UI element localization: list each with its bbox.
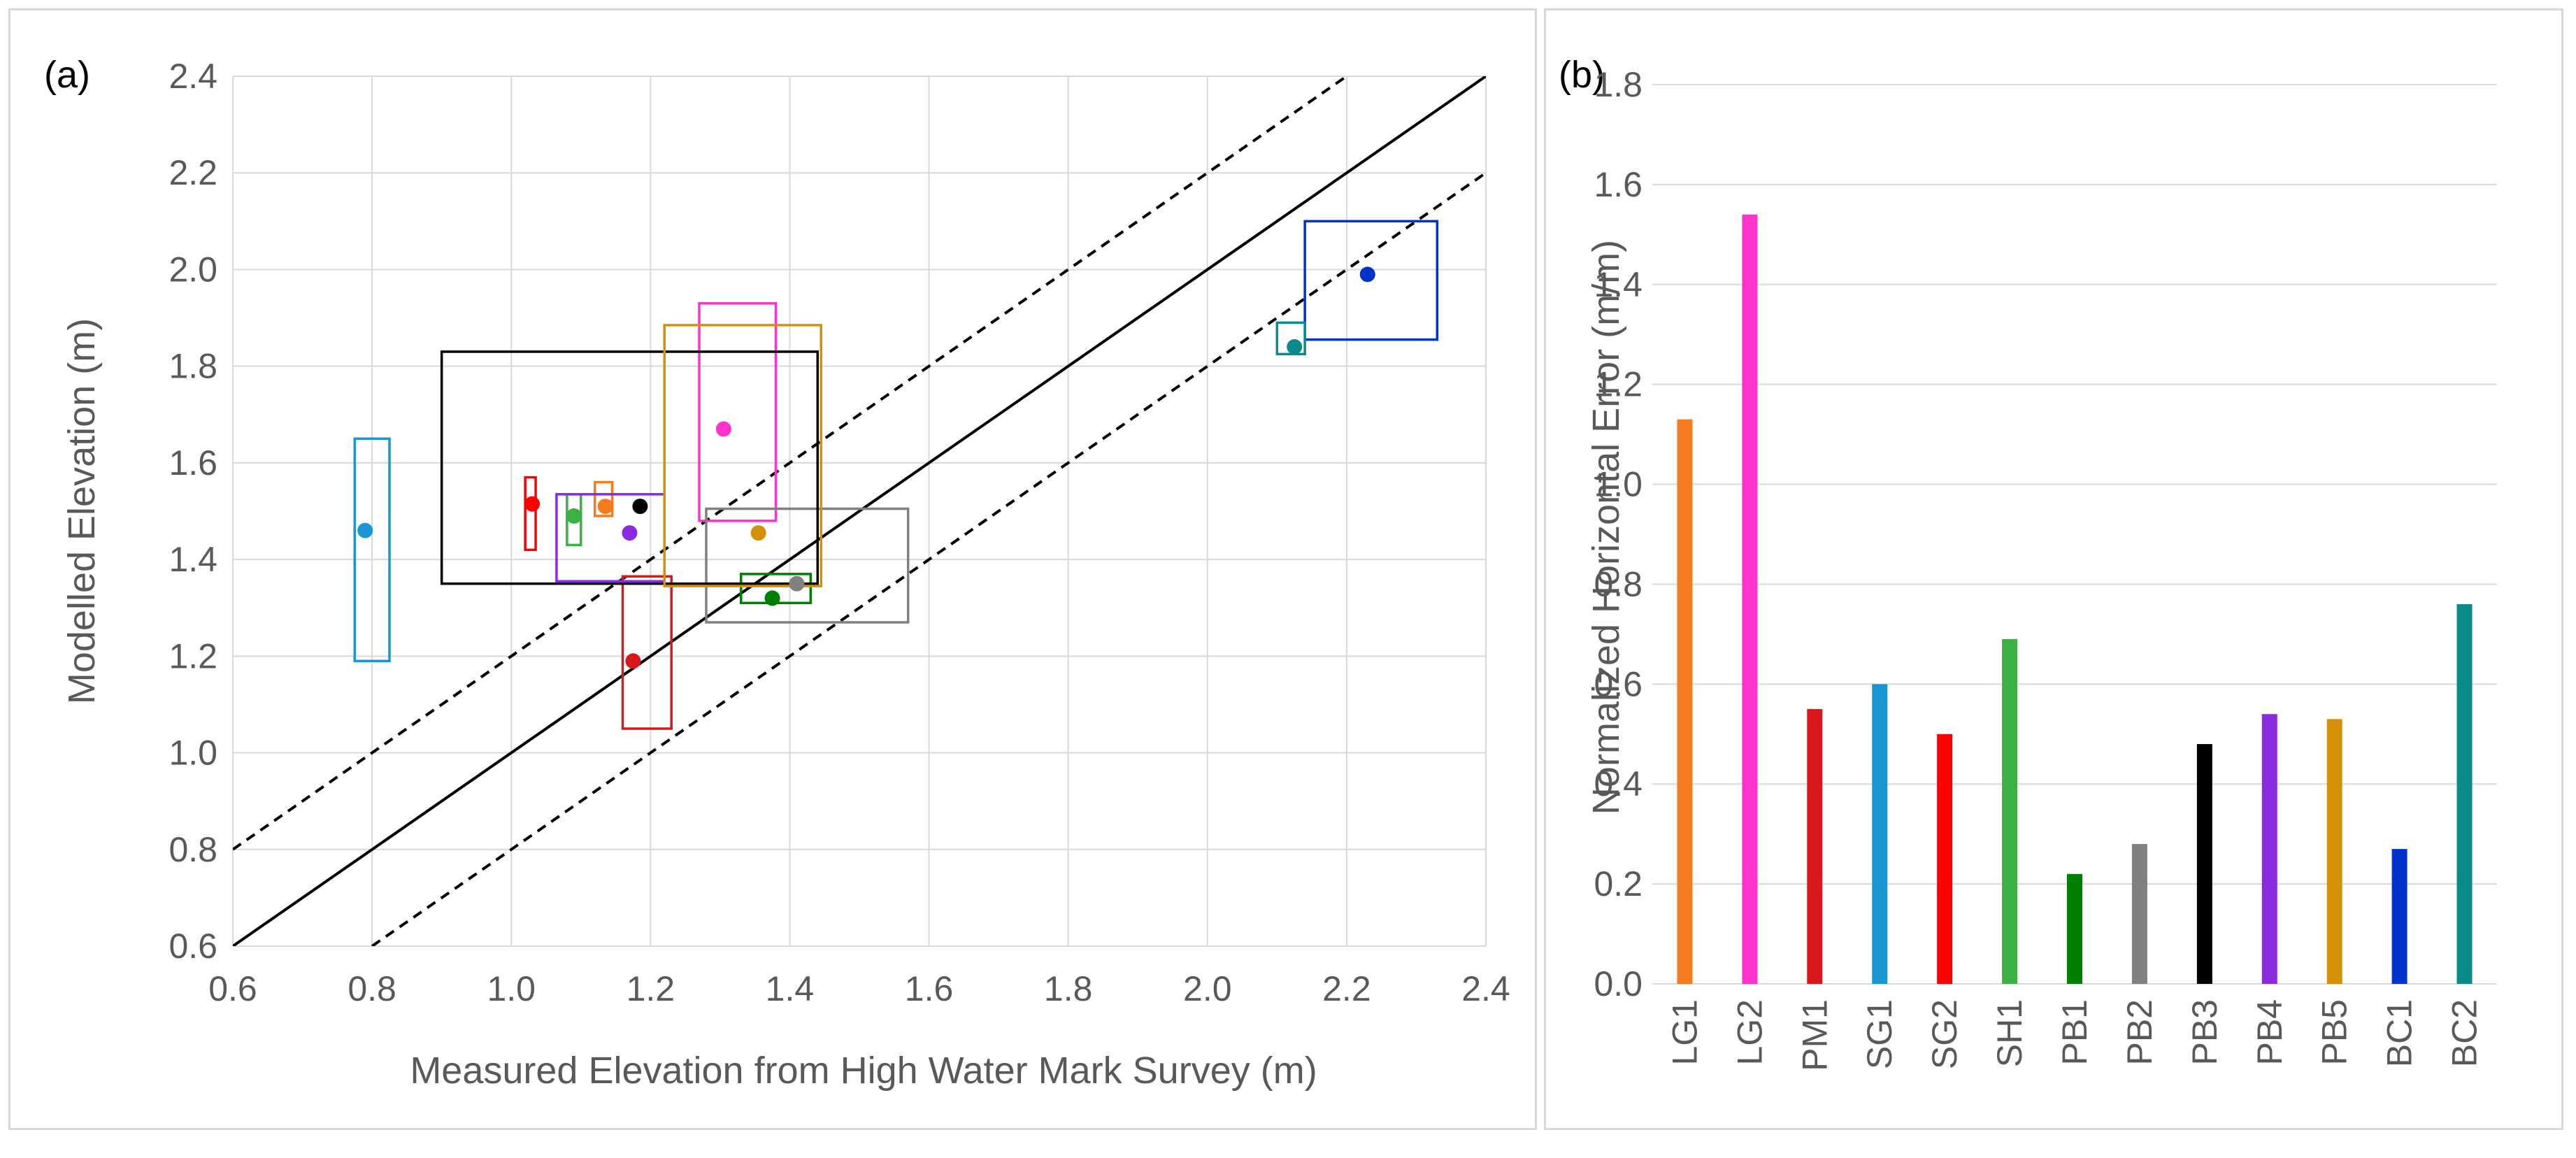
x-tick-label: PM1 [1795,999,1834,1071]
y-tick-label: 1.6 [169,443,217,482]
y-tick-label: 2.2 [169,153,217,192]
reference-line-dashed [371,171,1486,946]
data-point-pb2 [789,576,805,592]
x-tick-label: 1.6 [905,969,954,1008]
data-point-bc2 [1287,339,1303,355]
x-tick-label: SH1 [1990,999,2029,1067]
x-tick-label: 0.8 [348,969,396,1008]
bar-bc1 [2391,849,2407,984]
data-point-lg2 [715,421,731,437]
data-point-sg1 [357,522,373,538]
y-tick-label: 1.0 [169,734,217,773]
uncertainty-box-pb5 [663,324,822,587]
y-tick-label: 2.0 [169,250,217,289]
x-tick-label: PB3 [2185,999,2224,1066]
y-tick-label: 1.8 [169,347,217,386]
bar-pm1 [1807,709,1823,984]
data-point-sh1 [566,508,582,524]
bar-lg2 [1742,214,1758,984]
x-tick-label: PB5 [2315,999,2354,1066]
y-tick-label: 1.6 [1594,165,1643,204]
y-tick-label: 0.8 [169,830,217,869]
reference-line-dashed [233,76,1348,851]
x-tick-label: BC2 [2445,999,2484,1067]
data-point-sg2 [524,496,541,512]
bar-chart: (b) 0.0 0.2 0.4 0.6 0.8 1.0 1.2 1.4 1.6 1.8 LG1 LG2… [1559,54,2497,1071]
data-point-pb1 [764,590,780,606]
y-tick-label: 1.4 [1594,265,1643,304]
bar-bc2 [2456,604,2473,984]
y-tick-label: 0.0 [1594,964,1643,1003]
x-tick-label: SG2 [1925,999,1964,1069]
uncertainty-box-lg1 [593,480,614,517]
x-tick-label: 1.0 [487,969,536,1008]
x-tick-label: PB1 [2055,999,2094,1066]
y-tick-label: 0.6 [169,927,217,966]
panel-label-a: (a) [44,54,90,96]
bar-pb1 [2067,873,2082,984]
reference-line-1to1 [233,76,1486,946]
data-point-pm1 [625,653,641,669]
x-tick-label: LG1 [1665,999,1704,1066]
y-tick-label: 1.0 [1594,465,1643,504]
x-tick-label: 2.2 [1322,969,1371,1008]
x-axis-title: Measured Elevation from High Water Mark … [410,1050,1317,1092]
bar-sh1 [2002,639,2018,984]
y-tick-label: 1.2 [169,636,217,676]
uncertainty-box-pm1 [621,575,673,730]
bar-sg1 [1872,684,1888,984]
x-tick-label: 1.4 [766,969,815,1008]
y-tick-label: 0.6 [1594,664,1643,703]
scatter-chart: (a) 0.6 0.8 1.0 1.2 1.4 1.6 1.8 2.0 2.2 2.4 0.6 0.8… [44,54,1510,1092]
uncertainty-box-sg2 [524,476,537,552]
x-tick-label: SG1 [1860,999,1899,1069]
x-tick-label: BC1 [2380,999,2419,1067]
data-point-pb5 [750,525,766,541]
bar-pb5 [2326,719,2342,984]
uncertainty-box-bc2 [1275,321,1306,356]
x-tick-label: 1.8 [1044,969,1093,1008]
panel-label-b: (b) [1559,54,1605,96]
y-tick-label: 0.8 [1594,564,1643,603]
data-point-bc1 [1359,266,1375,283]
bar-lg1 [1677,419,1693,984]
x-tick-label: 2.4 [1461,969,1510,1008]
data-point-pb4 [622,525,638,541]
x-tick-label: 0.6 [208,969,257,1008]
x-tick-label: PB2 [2120,999,2159,1066]
y-axis-title: Modelled Elevation (m) [61,318,103,704]
data-point-lg1 [597,499,613,515]
bar-pb2 [2131,843,2147,984]
bar-pb4 [2261,714,2277,984]
data-point-pb3 [632,499,648,515]
uncertainty-box-sg1 [353,437,391,662]
uncertainty-box-pb2 [705,507,910,624]
y-tick-label: 2.4 [169,57,217,96]
y-axis-title: Normalized Horizontal Error (m/m) [1585,240,1627,815]
bar-pb3 [2196,744,2212,984]
y-tick-label: 0.2 [1594,864,1643,903]
scatter-panel: (a) 0.6 0.8 1.0 1.2 1.4 1.6 1.8 2.0 2.2 2.4 0.6 0.8… [8,8,1537,1130]
bar-panel: (b) 0.0 0.2 0.4 0.6 0.8 1.0 1.2 1.4 1.6 1.8 LG1 LG2… [1544,8,2563,1130]
uncertainty-box-pb3 [440,350,820,585]
bar-sg2 [1937,734,1953,984]
y-tick-label: 1.8 [1594,65,1643,104]
x-tick-label: LG2 [1730,999,1769,1066]
uncertainty-box-bc1 [1303,220,1439,341]
x-tick-label: 2.0 [1183,969,1232,1008]
y-tick-label: 1.4 [169,540,217,579]
y-tick-label: 0.4 [1594,764,1643,803]
y-tick-label: 1.2 [1594,365,1643,404]
x-tick-label: PB4 [2250,999,2289,1066]
uncertainty-box-lg2 [698,302,778,522]
x-tick-label: 1.2 [627,969,675,1008]
